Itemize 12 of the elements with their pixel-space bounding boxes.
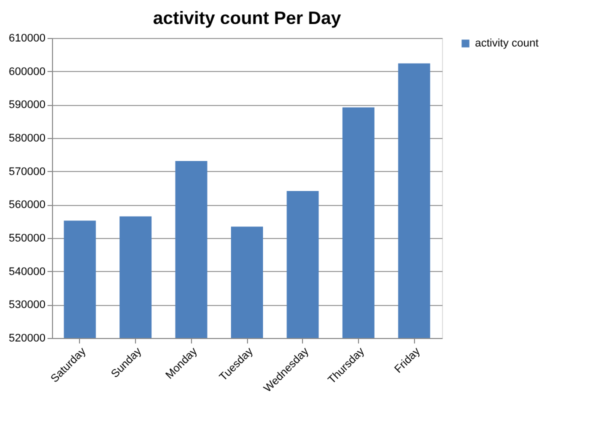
y-tick-label: 560000 bbox=[8, 199, 46, 212]
y-tick-label: 520000 bbox=[8, 332, 46, 344]
y-tick-label: 600000 bbox=[8, 66, 46, 78]
y-tick-label: 590000 bbox=[8, 99, 46, 112]
legend-label: activity count bbox=[475, 38, 539, 50]
y-tick-label: 550000 bbox=[8, 232, 46, 244]
y-tick-label: 540000 bbox=[8, 266, 46, 278]
y-tick-label: 570000 bbox=[8, 166, 46, 178]
y-tick-label: 530000 bbox=[8, 299, 46, 312]
chart-title: activity count Per Day bbox=[152, 8, 342, 28]
y-tick-label: 610000 bbox=[8, 32, 46, 44]
y-tick-label: 580000 bbox=[8, 132, 46, 144]
